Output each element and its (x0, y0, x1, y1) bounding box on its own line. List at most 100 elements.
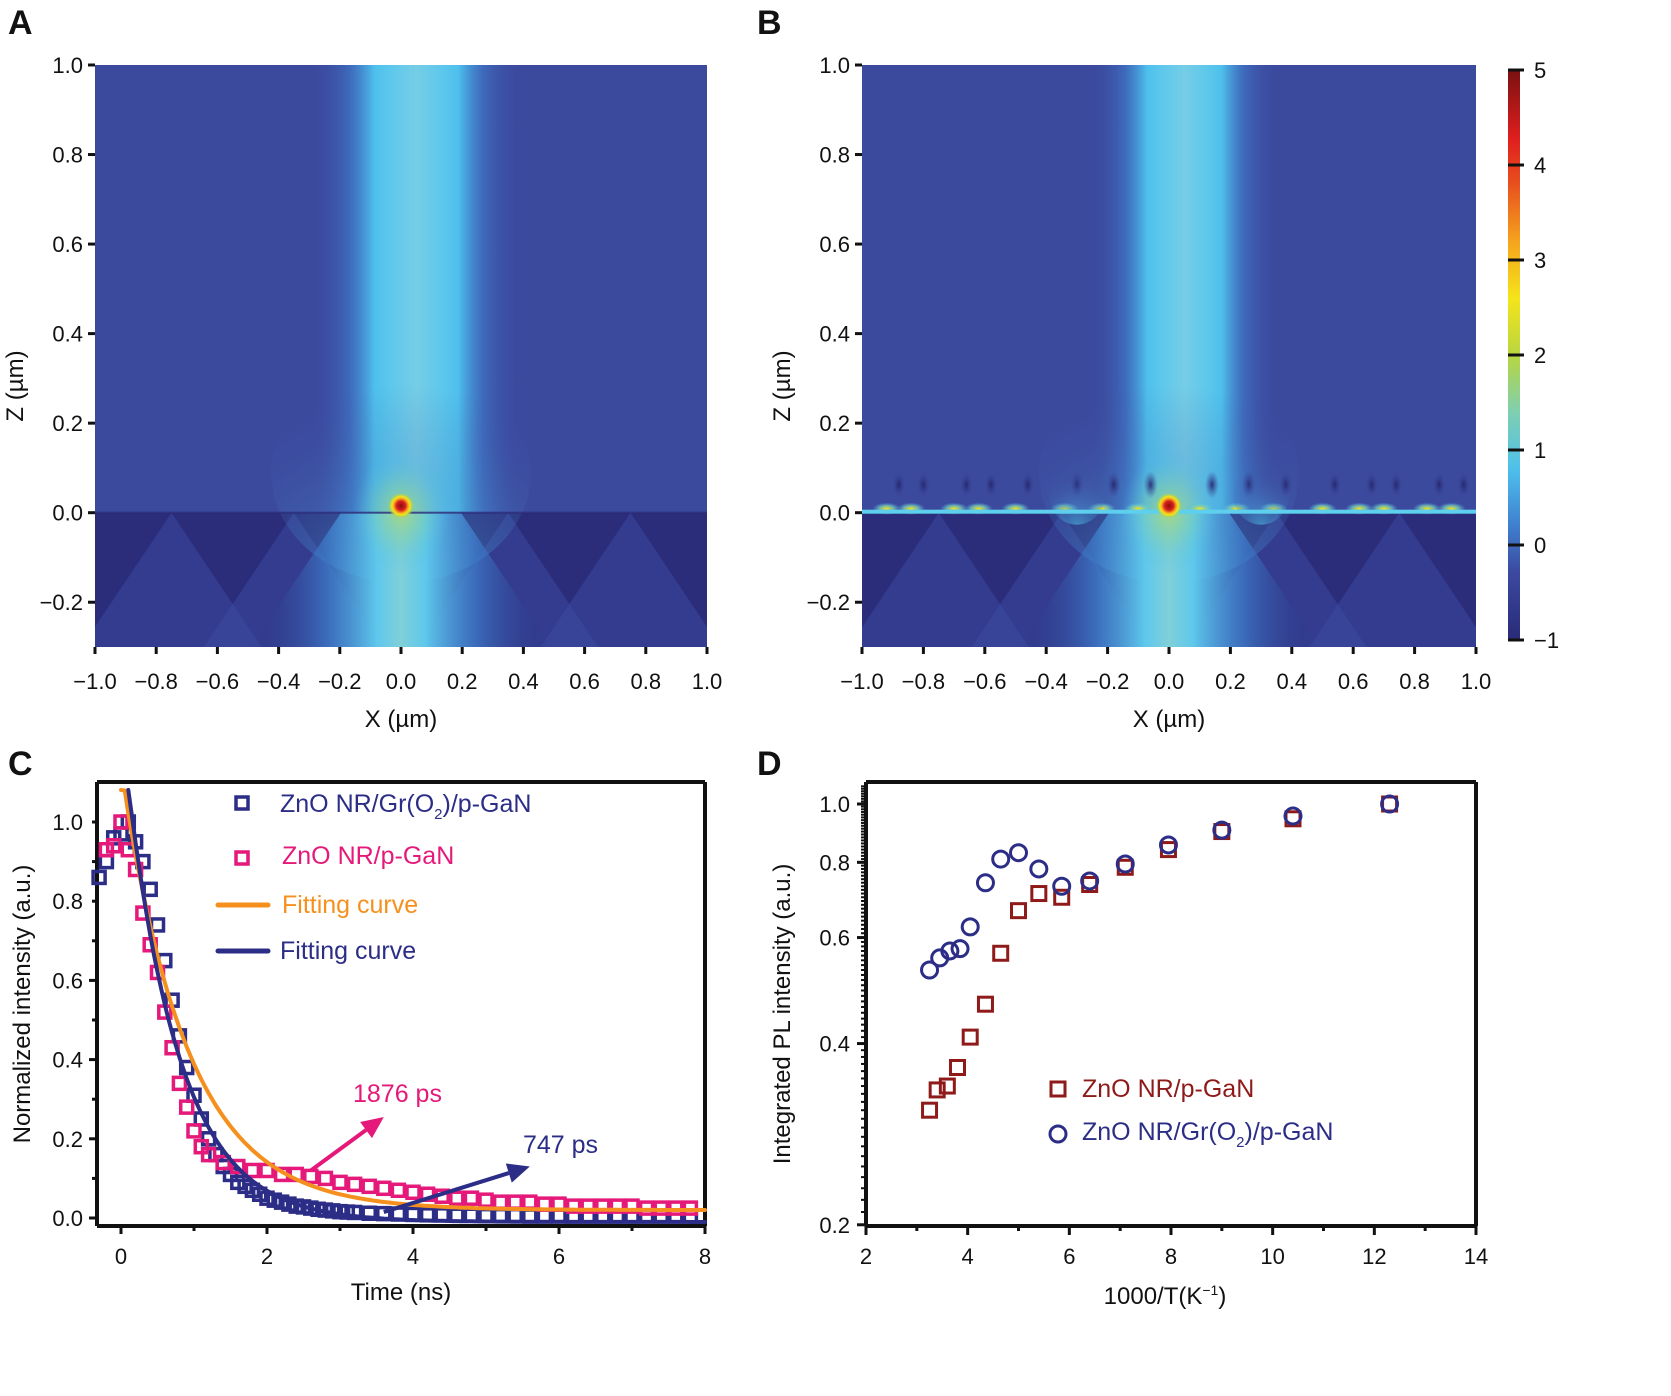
x-axis-title: X (µm) (1133, 706, 1205, 733)
x-tick-label: −0.2 (318, 669, 361, 694)
panel-d-pl-plot: 1.0 0.8 0.6 0.4 0.2 2 4 6 8 10 12 14 1000/T(K−1) Inte… (769, 780, 1488, 1310)
x-axis-title: 1000/T(K−1) (1104, 1282, 1227, 1310)
y-tick-label: 0.8 (819, 850, 850, 875)
data-point (259, 1162, 275, 1179)
x-tick-label: 2 (261, 1244, 273, 1269)
data-point (1212, 820, 1232, 840)
data-point (1010, 902, 1027, 920)
field-node (1106, 470, 1121, 499)
data-point (938, 1077, 956, 1095)
x-tick-label: −0.4 (1024, 669, 1067, 694)
legend-label: Fitting curve (282, 891, 418, 919)
x-tick-label: 0.8 (631, 669, 662, 694)
legend-marker-square (234, 795, 250, 811)
y-tick-label: 0.2 (819, 411, 850, 436)
legend-label: ZnO NR/Gr(O2)/p-GaN (1082, 1118, 1333, 1151)
data-point (449, 1190, 465, 1206)
panel-letter-a: A (8, 4, 33, 42)
dipole-source-hotspot (1156, 492, 1182, 519)
field-node (1456, 470, 1471, 499)
panel-letter-d: D (757, 745, 782, 783)
x-tick-label: −0.2 (1086, 669, 1129, 694)
colorbar-tick-label: 5 (1534, 58, 1546, 83)
data-point (478, 1192, 494, 1208)
y-tick-label: 0.2 (52, 1127, 83, 1152)
x-tick-label: 0.4 (1277, 669, 1308, 694)
y-tick-label: 0.4 (819, 1032, 850, 1057)
legend-label: Fitting curve (280, 937, 416, 965)
x-tick-label: 14 (1464, 1244, 1488, 1269)
y-axis-title: Integrated PL intensity (a.u.) (769, 864, 796, 1165)
data-point (565, 1198, 582, 1214)
x-tick-label: −1.0 (73, 669, 116, 694)
series-bare (98, 814, 699, 1216)
data-point (390, 1182, 407, 1199)
legend-marker-square (1049, 1080, 1067, 1098)
data-point (361, 1178, 377, 1195)
data-point (580, 1198, 596, 1214)
data-point (1380, 794, 1400, 814)
y-tick-label: 0.6 (819, 232, 850, 257)
y-tick-label: 0.6 (52, 232, 83, 257)
data-point (317, 1170, 334, 1187)
field-node (916, 470, 931, 499)
data-point (91, 869, 107, 886)
y-tick-label: 0.2 (819, 1213, 850, 1238)
substrate-fan (1309, 512, 1476, 647)
field-node (1020, 470, 1035, 499)
data-point (142, 881, 158, 898)
data-point (1030, 885, 1048, 903)
x-tick-label: −1.0 (840, 669, 883, 694)
panel-c-decay-plot: 0.0 0.2 0.4 0.6 0.8 1.0 0 2 4 6 8 Time (ns) Normaliz… (9, 780, 711, 1306)
legend-marker-square (234, 850, 250, 866)
data-point (1029, 859, 1049, 879)
x-axis-title: Time (ns) (351, 1279, 451, 1306)
y-tick-label: 0.0 (52, 1206, 83, 1231)
beam-lower (251, 512, 551, 647)
x-tick-label: 1.0 (1461, 669, 1492, 694)
data-point (346, 1176, 363, 1193)
y-tick-label: 0.8 (819, 143, 850, 168)
colorbar-tick-label: 4 (1534, 153, 1546, 178)
field-map (862, 65, 1476, 647)
x-tick-label: 0.2 (447, 669, 478, 694)
data-point (976, 995, 994, 1013)
data-point (303, 1168, 319, 1185)
data-point (186, 1123, 202, 1139)
y-tick-label: −0.2 (807, 590, 850, 615)
panel-letter-c: C (8, 745, 33, 783)
field-node (1364, 470, 1379, 499)
data-point (595, 1198, 611, 1214)
x-tick-label: 0.4 (508, 669, 539, 694)
x-tick-label: 0.2 (1215, 669, 1246, 694)
field-node (1204, 470, 1219, 499)
y-tick-label: 1.0 (52, 810, 83, 835)
field-node (1143, 470, 1158, 499)
data-point (405, 1184, 421, 1201)
beam-lower (1019, 512, 1319, 647)
field-node (1389, 470, 1404, 499)
data-point (178, 1099, 195, 1115)
panel-a-heatmap: 1.0 0.8 0.6 0.4 0.2 0.0 −0.2 −1.0 −0.8 −0.6 −0.4 −0… (2, 53, 722, 733)
legend-label: ZnO NR/p-GaN (282, 842, 454, 870)
field-node (983, 470, 998, 499)
x-tick-label: −0.6 (963, 669, 1006, 694)
data-point (992, 944, 1010, 962)
data-point (113, 814, 129, 830)
data-point (940, 941, 960, 961)
series-gr-o2 (91, 814, 699, 1224)
data-point (1053, 888, 1071, 906)
x-tick-label: −0.6 (196, 669, 239, 694)
fitting-curve-navy (126, 788, 707, 1224)
data-point (991, 849, 1011, 869)
data-point (332, 1174, 348, 1191)
y-axis-title: Normalized intensity (a.u.) (9, 865, 36, 1144)
plot-area: 1876 ps 747 ps (91, 788, 707, 1224)
field-node (1432, 470, 1447, 499)
legend-label: ZnO NR/p-GaN (1082, 1075, 1254, 1103)
data-point (928, 1081, 946, 1099)
y-tick-label: 1.0 (819, 53, 850, 78)
substrate-fan (862, 512, 1029, 647)
x-tick-label: −0.8 (134, 669, 177, 694)
colorbar-tick-label: −1 (1534, 628, 1559, 653)
